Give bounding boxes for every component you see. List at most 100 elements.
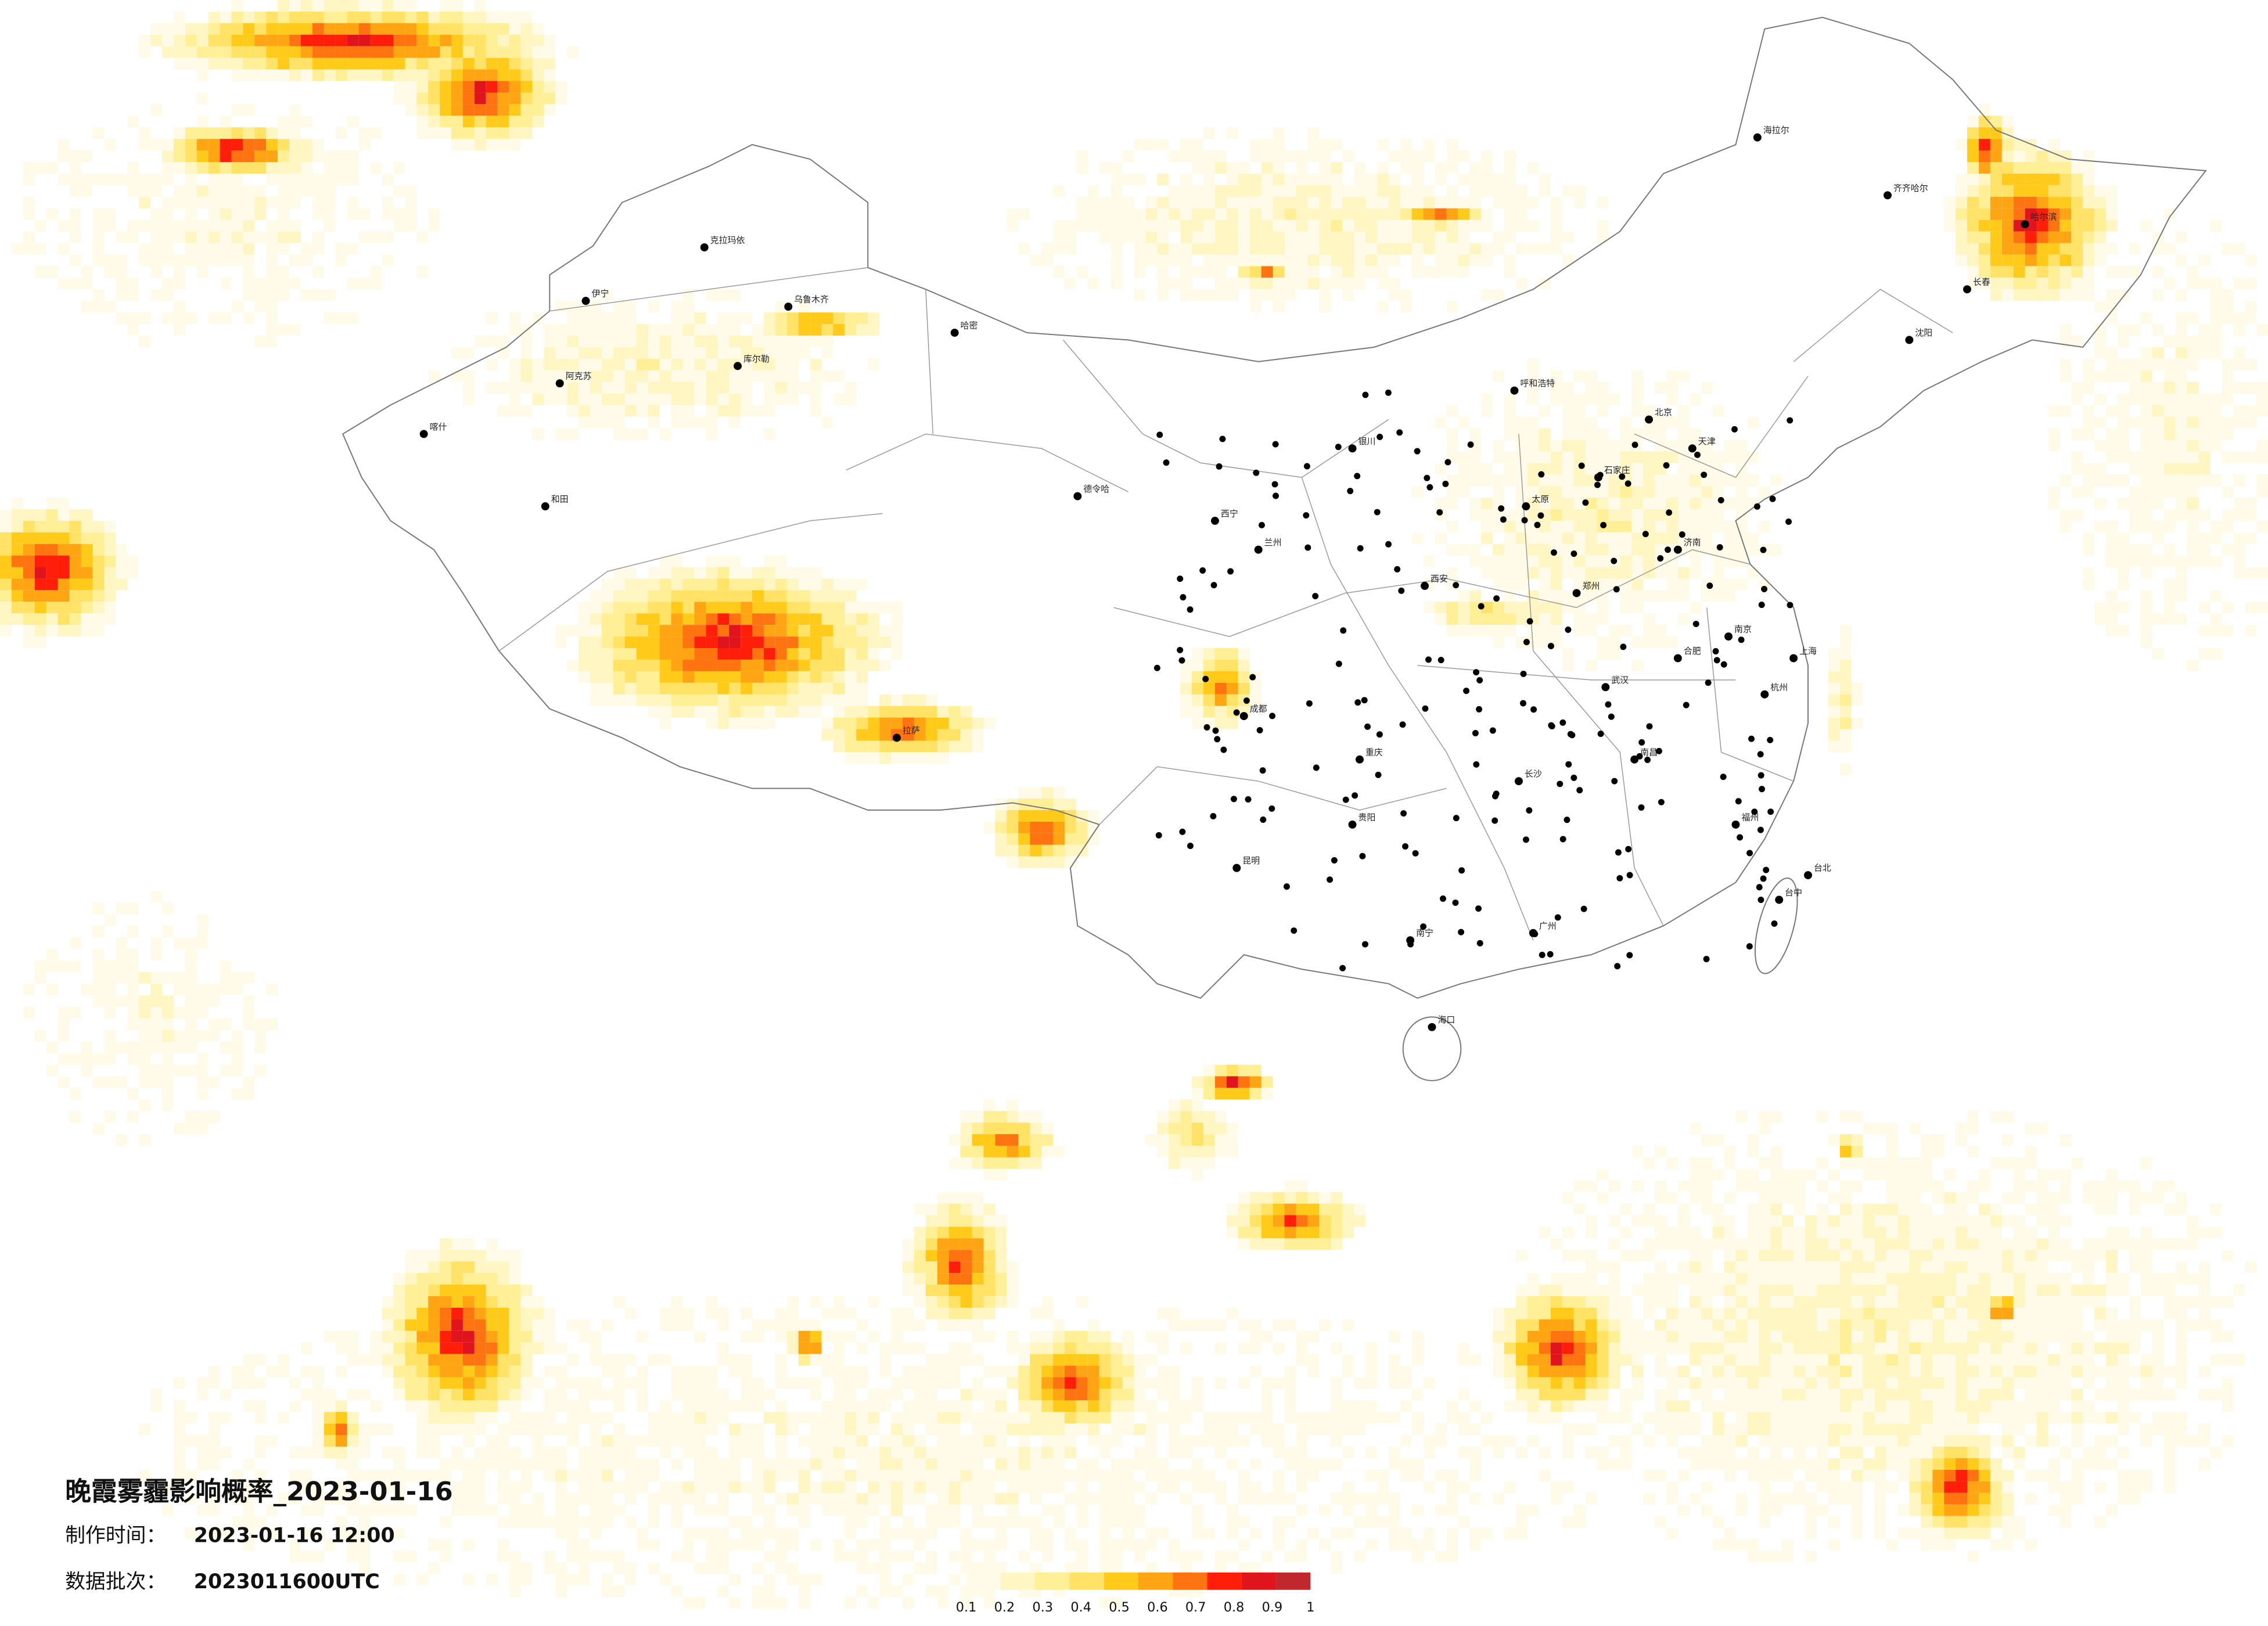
haze-cell bbox=[2129, 520, 2141, 533]
haze-cell bbox=[347, 69, 359, 81]
haze-cell bbox=[648, 1469, 660, 1481]
haze-cell bbox=[1076, 1412, 1088, 1424]
haze-cell bbox=[2106, 1458, 2118, 1470]
haze-cell bbox=[1504, 185, 1516, 197]
haze-cell bbox=[161, 162, 174, 174]
haze-cell bbox=[1655, 1180, 1666, 1192]
haze-cell bbox=[2129, 451, 2141, 463]
haze-cell bbox=[1122, 1400, 1134, 1412]
haze-cell bbox=[2152, 382, 2164, 394]
haze-cell bbox=[220, 1041, 232, 1053]
haze-cell bbox=[150, 1030, 162, 1042]
haze-cell bbox=[1770, 1111, 1782, 1123]
haze-cell bbox=[1585, 613, 1597, 625]
haze-cell bbox=[1539, 451, 1551, 463]
haze-cell bbox=[1064, 1342, 1076, 1354]
haze-cell bbox=[1978, 1203, 1990, 1215]
haze-cell bbox=[196, 34, 209, 46]
haze-cell bbox=[254, 11, 267, 23]
haze-cell bbox=[1018, 1469, 1030, 1481]
haze-cell bbox=[1701, 1400, 1713, 1412]
haze-cell bbox=[1481, 208, 1493, 220]
haze-cell bbox=[393, 81, 405, 93]
haze-cell bbox=[1897, 1157, 1910, 1169]
haze-cell bbox=[1284, 266, 1296, 278]
haze-cell bbox=[1921, 1180, 1933, 1192]
haze-cell bbox=[1585, 1250, 1597, 1262]
haze-cell bbox=[1562, 382, 1574, 394]
haze-cell bbox=[2222, 1435, 2234, 1447]
haze-cell bbox=[2163, 590, 2176, 602]
haze-cell bbox=[1643, 544, 1655, 556]
haze-cell bbox=[2152, 440, 2164, 452]
haze-cell bbox=[1030, 1481, 1042, 1493]
haze-cell bbox=[798, 1481, 810, 1493]
haze-cell bbox=[1851, 1504, 1863, 1516]
haze-cell bbox=[2175, 358, 2187, 370]
haze-cell bbox=[2187, 416, 2199, 429]
haze-cell bbox=[2048, 1203, 2060, 1215]
haze-cell bbox=[821, 1492, 833, 1505]
haze-cell bbox=[324, 220, 336, 232]
haze-cell bbox=[2025, 1354, 2037, 1366]
haze-cell bbox=[2163, 520, 2176, 533]
haze-cell bbox=[208, 11, 220, 23]
haze-cell bbox=[2001, 1365, 2014, 1377]
haze-cell bbox=[462, 1388, 475, 1401]
haze-cell bbox=[1597, 1261, 1609, 1274]
haze-cell bbox=[567, 1354, 579, 1366]
haze-cell bbox=[925, 1469, 937, 1481]
haze-cell bbox=[1851, 1342, 1863, 1354]
haze-cell bbox=[1134, 220, 1146, 232]
haze-cell bbox=[1087, 1423, 1099, 1436]
haze-cell bbox=[1909, 1504, 1921, 1516]
haze-cell bbox=[1909, 1354, 1921, 1366]
haze-cell bbox=[520, 11, 533, 23]
haze-cell bbox=[763, 382, 775, 394]
haze-cell bbox=[451, 1481, 463, 1493]
haze-cell bbox=[1122, 1516, 1134, 1528]
haze-cell bbox=[1990, 1238, 2002, 1250]
haze-cell bbox=[1944, 1377, 1956, 1389]
haze-cell bbox=[1214, 289, 1227, 301]
haze-cell bbox=[868, 1458, 880, 1470]
haze-cell bbox=[92, 902, 105, 915]
haze-cell bbox=[23, 983, 35, 995]
haze-cell bbox=[440, 1412, 452, 1424]
haze-cell bbox=[116, 173, 128, 185]
haze-cell bbox=[1400, 220, 1412, 232]
haze-cell bbox=[243, 220, 255, 232]
haze-cell bbox=[937, 1492, 949, 1505]
haze-cell bbox=[1435, 1469, 1447, 1481]
haze-cell bbox=[440, 1516, 452, 1528]
haze-cell bbox=[1411, 1504, 1424, 1516]
haze-cell bbox=[833, 1551, 845, 1563]
haze-cell bbox=[393, 1551, 405, 1563]
haze-cell bbox=[440, 0, 452, 12]
haze-cell bbox=[1816, 1423, 1828, 1436]
haze-cell bbox=[520, 1481, 533, 1493]
haze-cell bbox=[335, 1481, 347, 1493]
haze-cell bbox=[2163, 544, 2176, 556]
haze-cell bbox=[2001, 1273, 2014, 1285]
haze-cell bbox=[1712, 1412, 1724, 1424]
haze-cell bbox=[1689, 1342, 1701, 1354]
haze-cell bbox=[335, 1458, 347, 1470]
haze-cell bbox=[1388, 1412, 1400, 1424]
haze-cell bbox=[648, 358, 660, 370]
haze-cell bbox=[1145, 139, 1158, 151]
haze-cell bbox=[2222, 416, 2234, 429]
haze-cell bbox=[1585, 428, 1597, 440]
haze-cell bbox=[2222, 393, 2234, 405]
haze-cell bbox=[2187, 428, 2199, 440]
haze-cell bbox=[416, 69, 429, 81]
haze-cell bbox=[717, 335, 729, 347]
haze-cell bbox=[486, 1447, 498, 1459]
haze-cell bbox=[1573, 625, 1586, 637]
haze-cell bbox=[370, 69, 382, 81]
haze-cell bbox=[1423, 266, 1435, 278]
haze-cell bbox=[2094, 1180, 2107, 1192]
haze-cell bbox=[312, 185, 324, 197]
haze-cell bbox=[741, 1330, 753, 1343]
haze-cell bbox=[856, 1319, 868, 1331]
